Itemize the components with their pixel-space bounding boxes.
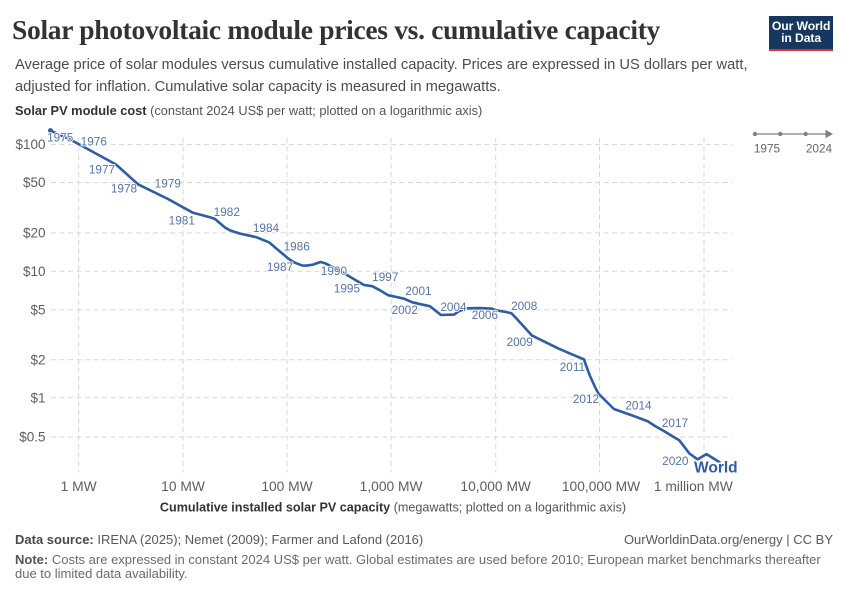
svg-text:2024: 2024: [806, 141, 833, 155]
svg-text:World: World: [694, 460, 738, 477]
svg-text:2002: 2002: [392, 303, 418, 317]
svg-text:1981: 1981: [169, 214, 195, 228]
svg-text:1997: 1997: [372, 270, 398, 284]
svg-text:1975: 1975: [754, 141, 781, 155]
svg-text:2020: 2020: [662, 454, 689, 468]
svg-text:2001: 2001: [405, 284, 431, 298]
svg-text:100 MW: 100 MW: [261, 479, 312, 494]
svg-text:1990: 1990: [321, 264, 348, 278]
svg-text:1976: 1976: [81, 135, 108, 149]
svg-text:1 MW: 1 MW: [61, 479, 97, 494]
svg-text:2011: 2011: [560, 360, 585, 374]
svg-text:$50: $50: [23, 175, 46, 190]
svg-text:1987: 1987: [267, 260, 293, 274]
svg-text:$0.5: $0.5: [19, 430, 45, 445]
svg-text:1984: 1984: [253, 221, 280, 235]
svg-text:10,000 MW: 10,000 MW: [460, 479, 531, 494]
svg-text:1975: 1975: [47, 130, 74, 144]
svg-text:1982: 1982: [214, 205, 240, 219]
svg-text:2009: 2009: [507, 335, 533, 349]
svg-text:$5: $5: [30, 303, 45, 318]
svg-text:1979: 1979: [155, 177, 181, 191]
svg-text:2012: 2012: [573, 392, 599, 406]
svg-text:$20: $20: [23, 226, 46, 241]
svg-text:$2: $2: [30, 352, 45, 367]
svg-text:$10: $10: [23, 264, 46, 279]
svg-text:1 million MW: 1 million MW: [654, 479, 733, 494]
svg-text:2017: 2017: [662, 416, 688, 430]
svg-text:2008: 2008: [511, 299, 538, 313]
svg-text:2014: 2014: [625, 399, 652, 413]
svg-text:1995: 1995: [334, 281, 361, 295]
svg-text:100,000 MW: 100,000 MW: [562, 479, 640, 494]
svg-text:10 MW: 10 MW: [161, 479, 205, 494]
svg-text:1986: 1986: [284, 239, 311, 253]
svg-text:Cumulative installed solar PV: Cumulative installed solar PV capacity (…: [160, 501, 626, 515]
svg-text:$100: $100: [15, 137, 45, 152]
svg-text:2004: 2004: [440, 300, 467, 314]
svg-text:1977: 1977: [89, 163, 115, 177]
svg-text:1978: 1978: [111, 182, 138, 196]
svg-text:1,000 MW: 1,000 MW: [360, 479, 423, 494]
svg-text:2006: 2006: [472, 308, 499, 322]
svg-text:$1: $1: [30, 390, 45, 405]
